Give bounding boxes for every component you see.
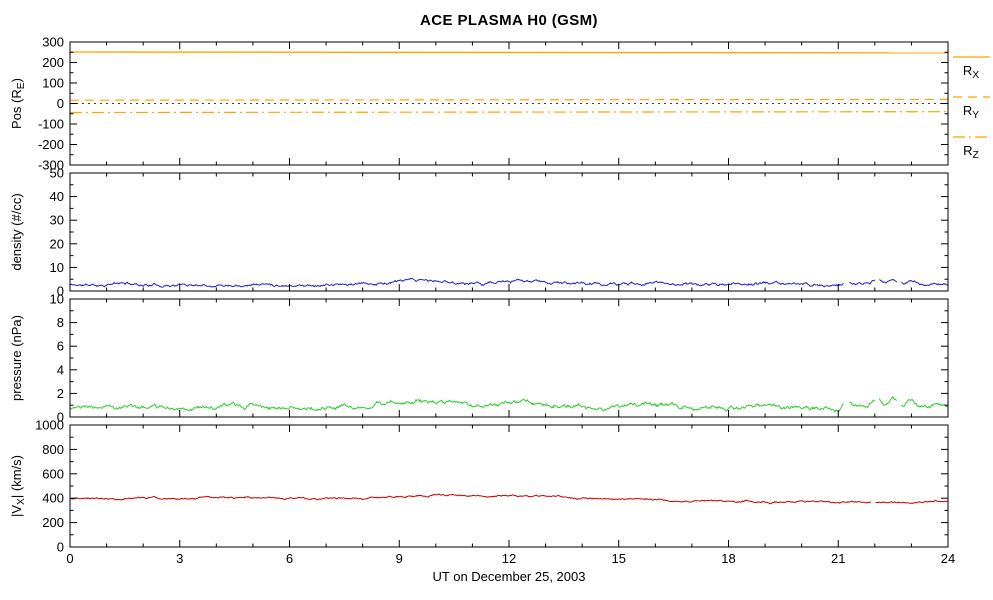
x-tick-label: 0 (66, 551, 73, 566)
panel-position-series (70, 51, 948, 114)
y-tick-label: 10 (50, 260, 64, 275)
series-proton-density (70, 277, 948, 288)
y-tick-label: 200 (42, 55, 64, 70)
y-tick-label: 6 (57, 339, 64, 354)
y-tick-label: 8 (57, 315, 64, 330)
panel-velocity-frame (69, 424, 949, 548)
series-rz (70, 111, 948, 114)
y-tick-label: -200 (38, 137, 64, 152)
chart-title: ACE PLASMA H0 (GSM) (420, 12, 598, 29)
y-tick-label: 10 (50, 292, 64, 307)
y-tick-label: 4 (57, 362, 64, 377)
y-tick-label: 20 (50, 236, 64, 251)
y-axis-title-velocity: |VX| (km/s) (9, 455, 27, 517)
y-tick-label: 100 (42, 76, 64, 91)
y-axis-title-position: Pos (RE) (9, 78, 27, 129)
y-tick-label: 50 (50, 166, 64, 181)
legend-item-ry: RY (953, 96, 990, 121)
legend-label: RX (963, 63, 979, 81)
panel-velocity-series (70, 493, 948, 505)
y-axis-title-density: density (#/cc) (9, 193, 24, 270)
legend-label: RY (963, 103, 979, 121)
y-tick-label: 400 (42, 491, 64, 506)
panel-density-ticks (69, 172, 949, 292)
y-tick-label: -300 (38, 158, 64, 173)
y-tick-label: 0 (57, 96, 64, 111)
y-tick-label: 300 (42, 35, 64, 50)
panel-pressure-frame (69, 298, 949, 418)
legend: RX RY RZ (953, 56, 990, 161)
x-tick-label: 6 (286, 551, 293, 566)
panel-position-frame (69, 41, 949, 166)
x-tick-label: 24 (941, 551, 955, 566)
x-tick-label: 21 (831, 551, 845, 566)
y-tick-label: 30 (50, 213, 64, 228)
panel-density-tick-labels: 0 10 20 30 40 50 (50, 166, 64, 299)
y-tick-label: 600 (42, 466, 64, 481)
panel-density-series (70, 277, 948, 288)
panel-velocity-tick-labels: 0 200 400 600 800 1000 0 3 6 9 12 15 18 21 24 (35, 418, 955, 567)
legend-item-rx: RX (953, 56, 990, 81)
panel-pressure-series (70, 396, 948, 413)
panel-position: -300 -200 -100 0 100 200 300 Pos (RE) (9, 35, 949, 173)
x-tick-label: 15 (612, 551, 626, 566)
y-tick-label: 0 (57, 540, 64, 555)
y-tick-label: 2 (57, 386, 64, 401)
panel-density-frame (69, 172, 949, 292)
series-vx-speed (70, 493, 948, 505)
panel-pressure-ticks (69, 298, 949, 418)
panel-position-tick-labels: -300 -200 -100 0 100 200 300 (38, 35, 64, 173)
y-tick-label: 200 (42, 515, 64, 530)
y-tick-label: 1000 (35, 418, 64, 433)
y-tick-label: 800 (42, 442, 64, 457)
x-tick-label: 12 (502, 551, 516, 566)
legend-item-rz: RZ (953, 136, 990, 161)
panel-velocity: 0 200 400 600 800 1000 0 3 6 9 12 15 18 21 24 |VX| (km/… (9, 418, 955, 567)
x-axis-title: UT on December 25, 2003 (432, 569, 586, 584)
series-flow-pressure (70, 396, 948, 413)
series-rx (70, 51, 948, 54)
legend-label: RZ (963, 143, 979, 161)
x-tick-label: 18 (721, 551, 735, 566)
y-tick-label: -100 (38, 117, 64, 132)
y-tick-label: 0 (57, 284, 64, 299)
y-axis-title-pressure: pressure (nPa) (9, 315, 24, 401)
series-ry (70, 98, 948, 101)
x-tick-label: 3 (176, 551, 183, 566)
panel-density: 0 10 20 30 40 50 density (#/cc) (9, 166, 949, 299)
x-tick-label: 9 (396, 551, 403, 566)
panel-position-ticks (69, 41, 949, 166)
panel-pressure-tick-labels: 0 2 4 6 8 10 (50, 292, 64, 425)
panel-velocity-ticks (69, 424, 949, 548)
y-tick-label: 40 (50, 189, 64, 204)
panel-pressure: 0 2 4 6 8 10 pressure (nPa) (9, 292, 949, 425)
y-tick-label: 0 (57, 410, 64, 425)
